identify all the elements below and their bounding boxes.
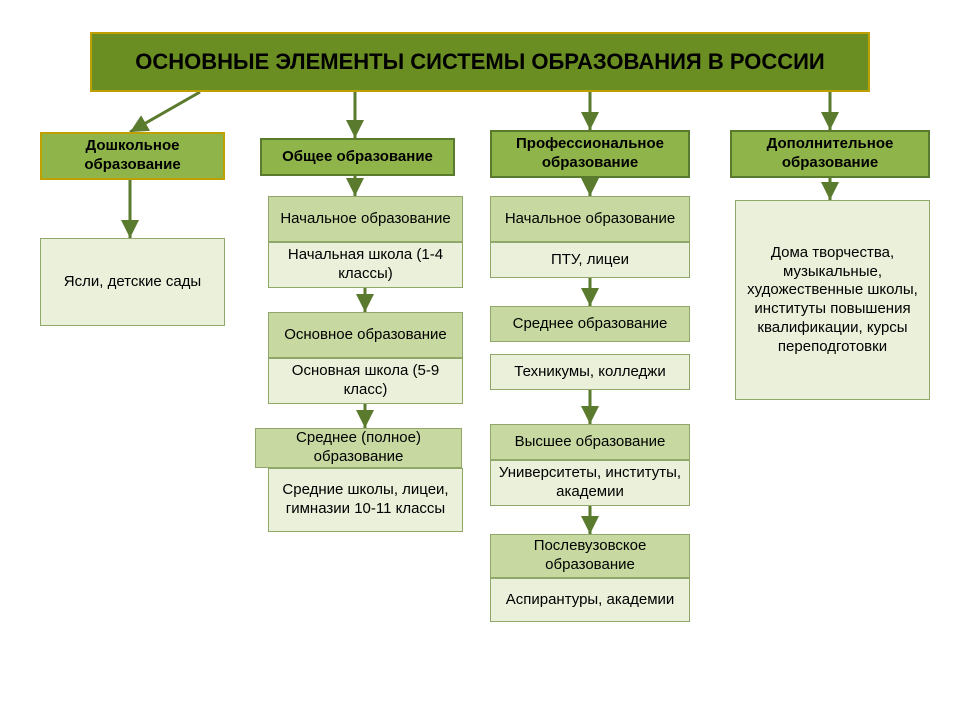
- b-gen-basic-inst: Основная школа (5-9 класс): [268, 358, 463, 404]
- b-gen-basic-inst-label: Основная школа (5-9 класс): [273, 362, 458, 400]
- b-prof-post-inst-label: Аспирантуры, академии: [506, 591, 675, 610]
- b-prof-primary-label: Начальное образование: [505, 210, 675, 229]
- cat-preschool-label: Дошкольное образование: [46, 137, 219, 175]
- b-gen-primary-inst-label: Начальная школа (1-4 классы): [273, 246, 458, 284]
- b-preschool-inst: Ясли, детские сады: [40, 238, 225, 326]
- cat-additional: Дополнительное образование: [730, 130, 930, 178]
- cat-additional-label: Дополнительное образование: [736, 135, 924, 173]
- b-gen-basic: Основное образование: [268, 312, 463, 358]
- cat-professional: Профессиональное образование: [490, 130, 690, 178]
- b-prof-post: Послевузовское образование: [490, 534, 690, 578]
- b-prof-post-label: Послевузовское образование: [495, 537, 685, 575]
- b-prof-higher-inst: Университеты, институты, академии: [490, 460, 690, 506]
- b-prof-higher-inst-label: Университеты, институты, академии: [495, 464, 685, 502]
- b-prof-secondary-label: Среднее образование: [513, 315, 668, 334]
- b-prof-secondary: Среднее образование: [490, 306, 690, 342]
- diagram-title: ОСНОВНЫЕ ЭЛЕМЕНТЫ СИСТЕМЫ ОБРАЗОВАНИЯ В …: [90, 32, 870, 92]
- b-gen-full-inst: Средние школы, лицеи, гимназии 10-11 кла…: [268, 468, 463, 532]
- b-gen-full-label: Среднее (полное) образование: [260, 429, 457, 467]
- b-gen-full-inst-label: Средние школы, лицеи, гимназии 10-11 кла…: [273, 481, 458, 519]
- b-prof-higher: Высшее образование: [490, 424, 690, 460]
- b-prof-primary-inst: ПТУ, лицеи: [490, 242, 690, 278]
- cat-general: Общее образование: [260, 138, 455, 176]
- b-add-inst-label: Дома творчества, музыкальные, художестве…: [740, 244, 925, 357]
- b-prof-primary-inst-label: ПТУ, лицеи: [551, 251, 629, 270]
- b-gen-full: Среднее (полное) образование: [255, 428, 462, 468]
- b-gen-basic-label: Основное образование: [284, 326, 447, 345]
- b-prof-higher-label: Высшее образование: [515, 433, 666, 452]
- b-preschool-inst-label: Ясли, детские сады: [64, 273, 201, 292]
- connector-line: [130, 92, 200, 132]
- b-gen-primary-label: Начальное образование: [280, 210, 450, 229]
- diagram-title-text: ОСНОВНЫЕ ЭЛЕМЕНТЫ СИСТЕМЫ ОБРАЗОВАНИЯ В …: [135, 49, 825, 75]
- b-prof-post-inst: Аспирантуры, академии: [490, 578, 690, 622]
- b-prof-secondary-inst-label: Техникумы, колледжи: [514, 363, 665, 382]
- b-prof-secondary-inst: Техникумы, колледжи: [490, 354, 690, 390]
- b-prof-primary: Начальное образование: [490, 196, 690, 242]
- cat-general-label: Общее образование: [282, 148, 433, 167]
- b-gen-primary: Начальное образование: [268, 196, 463, 242]
- cat-professional-label: Профессиональное образование: [496, 135, 684, 173]
- cat-preschool: Дошкольное образование: [40, 132, 225, 180]
- b-gen-primary-inst: Начальная школа (1-4 классы): [268, 242, 463, 288]
- b-add-inst: Дома творчества, музыкальные, художестве…: [735, 200, 930, 400]
